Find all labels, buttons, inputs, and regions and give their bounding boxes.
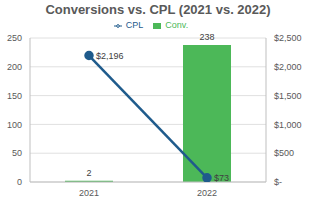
svg-text:$2,196: $2,196 (96, 51, 124, 61)
svg-text:2022: 2022 (197, 188, 217, 198)
svg-text:$2,500: $2,500 (274, 33, 302, 43)
svg-text:$-: $- (274, 177, 282, 187)
svg-text:$500: $500 (274, 148, 294, 158)
html-text:Conversions vs. CPL (2021 vs.: Conversions vs. CPL (2021 vs. 2022) (45, 2, 271, 17)
svg-text:250: 250 (8, 33, 22, 43)
svg-text:$1,500: $1,500 (274, 91, 302, 101)
svg-text:$2,000: $2,000 (274, 62, 302, 72)
svg-text:50: 50 (12, 148, 22, 158)
svg-text:2021: 2021 (79, 188, 99, 198)
svg-text:238: 238 (199, 32, 214, 42)
html-text:CPL: CPL (125, 20, 144, 30)
svg-text:2: 2 (86, 168, 91, 178)
svg-text:0: 0 (17, 177, 22, 187)
svg-text:$1,000: $1,000 (274, 120, 302, 130)
html-text:Conv.: Conv. (165, 20, 189, 30)
svg-text:150: 150 (8, 91, 22, 101)
svg-text:200: 200 (8, 62, 22, 72)
svg-text:$73: $73 (214, 173, 229, 183)
svg-text:100: 100 (8, 120, 22, 130)
